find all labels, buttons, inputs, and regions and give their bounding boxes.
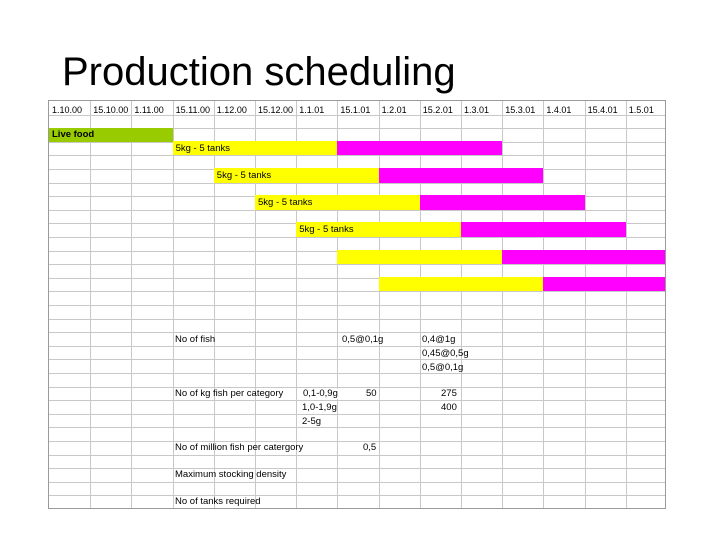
fish-size-a: 0,5@0,1g [342, 334, 384, 345]
kg-value-a: 50 [366, 388, 377, 399]
grid-row-line [49, 237, 665, 238]
date-label: 1.3.01 [464, 105, 490, 115]
fish-size-b-2: 0,45@0,5g [422, 348, 469, 359]
grid-row-line [49, 495, 665, 497]
batch-growout-bar [378, 276, 544, 292]
grid-column-line [584, 101, 586, 508]
grid-row-line [49, 359, 665, 361]
grid-row-line [49, 468, 665, 470]
grid-row-line [49, 481, 665, 483]
batch-ongrowing-bar [543, 276, 665, 292]
kg-value-b-2: 400 [441, 402, 457, 413]
grid-column-line [296, 101, 298, 508]
grid-row-line [49, 291, 665, 293]
date-label: 15.11.00 [175, 105, 210, 115]
grid-column-line [131, 101, 133, 508]
grid-column-line [255, 101, 256, 508]
no-of-fish-label: No of fish [175, 334, 216, 345]
grid-row-line [49, 182, 665, 184]
grid-column-line [419, 101, 421, 508]
grid-row-line [49, 277, 665, 279]
grid-row-line [49, 155, 665, 157]
grid-column-line [502, 101, 504, 508]
fish-size-b-1: 0,4@1g [422, 334, 456, 345]
kg-value-b-1: 275 [441, 388, 457, 399]
live-food-label: Live food [52, 129, 95, 141]
grid-column-line [90, 101, 92, 508]
batch-growout-bar [255, 195, 420, 210]
grid-row-line [49, 332, 665, 334]
grid-column-line [625, 101, 627, 508]
batch-ongrowing-bar [502, 249, 665, 265]
grid-row-line [49, 318, 665, 320]
grid-column-line [337, 101, 339, 508]
grid-row-line [49, 373, 665, 374]
million-per-category-label: No of million fish per catergory [175, 442, 304, 453]
grid-row-line [49, 209, 665, 211]
batch-ongrowing-bar [461, 222, 626, 237]
batch-label: 5kg - 5 tanks [258, 197, 313, 209]
fish-size-b-3: 0,5@0,1g [422, 362, 464, 373]
kg-per-category-label: No of kg fish per category [175, 388, 284, 399]
batch-ongrowing-bar [337, 140, 503, 156]
grid-row-line [49, 386, 665, 388]
batch-ongrowing-bar [419, 195, 585, 210]
grid-row-line [49, 454, 665, 456]
batch-growout-bar [296, 222, 461, 237]
grid-row-line [49, 441, 665, 442]
grid-row-line [49, 264, 665, 266]
date-label: 15.3.01 [505, 105, 536, 115]
slide-title: Production scheduling [62, 50, 456, 94]
max-density-label: Maximum stocking density [175, 469, 287, 480]
batch-label: 5kg - 5 tanks [299, 224, 354, 236]
batch-label: 5kg - 5 tanks [216, 170, 272, 181]
date-label: 1.2.01 [381, 105, 407, 115]
grid-row-line [49, 427, 665, 429]
category-2: 1,0-1,9g [302, 402, 337, 413]
grid-column-line [461, 101, 462, 508]
grid-column-line [543, 101, 545, 508]
date-label: 15.1.01 [340, 105, 371, 115]
date-label: 1.11.00 [134, 105, 164, 115]
category-1: 0,1-0,9g [302, 388, 338, 399]
batch-label: 5kg - 5 tanks [175, 142, 230, 154]
grid-column-line [213, 101, 215, 508]
grid-row-line [49, 345, 665, 347]
date-label: 1.5.01 [628, 105, 654, 115]
date-label: 15.10.00 [93, 105, 129, 115]
date-label: 15.4.01 [587, 105, 618, 115]
date-label: 15.2.01 [422, 105, 453, 115]
batch-growout-bar [337, 249, 503, 265]
date-label: 1.12.00 [216, 105, 247, 115]
batch-ongrowing-bar [378, 168, 544, 183]
date-label: 1.4.01 [546, 105, 572, 115]
batch-growout-bar [213, 168, 379, 183]
grid-column-line [378, 101, 380, 508]
grid-row-line [49, 413, 665, 415]
schedule-spreadsheet: 1.10.00 15.10.00 1.11.00 15.11.00 1.12.00 15.… [48, 100, 666, 509]
million-value: 0,5 [363, 442, 377, 453]
date-label: 1.1.01 [299, 105, 325, 115]
date-label: 15.12.00 [258, 105, 294, 115]
live-food-bar [49, 128, 173, 142]
category-3: 2-5g [302, 416, 322, 427]
grid-column-line [172, 101, 174, 508]
batch-growout-bar [172, 140, 338, 156]
tanks-required-label: No of tanks required [175, 496, 261, 507]
date-label: 1.10.00 [52, 105, 83, 115]
grid-row-line [49, 400, 665, 402]
grid-row-line [49, 128, 665, 130]
grid-row-line [49, 305, 665, 306]
grid-row-line [49, 114, 665, 116]
